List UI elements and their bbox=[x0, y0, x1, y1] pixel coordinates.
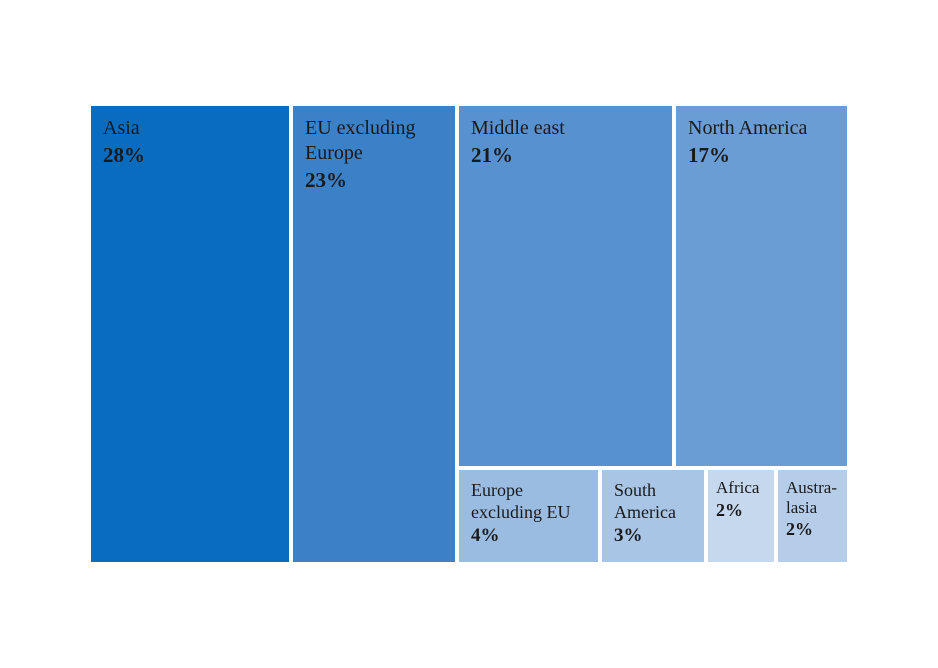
tile-middle-east: Middle east21% bbox=[457, 104, 674, 468]
tile-australasia: Austra-lasia2% bbox=[776, 468, 849, 564]
tile-label: North America bbox=[688, 116, 835, 141]
tile-value: 17% bbox=[688, 143, 835, 168]
tile-label: Africa bbox=[716, 478, 766, 498]
tile-value: 4% bbox=[471, 525, 586, 547]
tile-value: 21% bbox=[471, 143, 660, 168]
tile-label: Europeexcluding EU bbox=[471, 480, 586, 523]
tile-asia: Asia28% bbox=[89, 104, 291, 564]
tile-label: Austra-lasia bbox=[786, 478, 839, 517]
tile-value: 2% bbox=[716, 500, 766, 521]
tile-value: 2% bbox=[786, 519, 839, 540]
treemap-chart: Asia28%EU excludingEurope23%Middle east2… bbox=[89, 104, 849, 564]
tile-value: 28% bbox=[103, 143, 277, 168]
tile-eu-ex-europe: EU excludingEurope23% bbox=[291, 104, 457, 564]
tile-label: SouthAmerica bbox=[614, 480, 692, 523]
tile-label: Asia bbox=[103, 116, 277, 141]
tile-north-america: North America17% bbox=[674, 104, 849, 468]
tile-africa: Africa2% bbox=[706, 468, 776, 564]
tile-europe-ex-eu: Europeexcluding EU4% bbox=[457, 468, 600, 564]
tile-label: Middle east bbox=[471, 116, 660, 141]
tile-south-america: SouthAmerica3% bbox=[600, 468, 706, 564]
tile-label: EU excludingEurope bbox=[305, 116, 443, 166]
tile-value: 3% bbox=[614, 525, 692, 547]
tile-value: 23% bbox=[305, 168, 443, 193]
